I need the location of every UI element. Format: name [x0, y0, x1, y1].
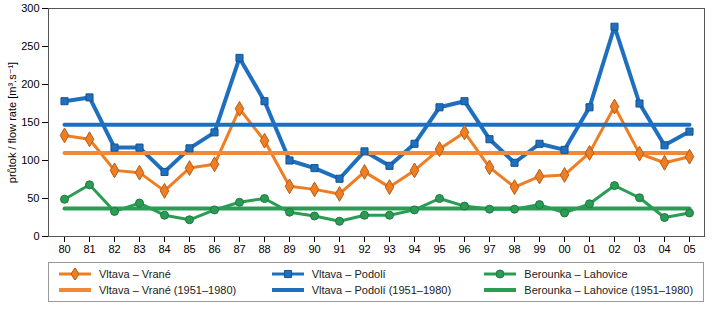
svg-text:80: 80 [58, 243, 70, 255]
svg-text:0: 0 [33, 230, 39, 242]
svg-text:83: 83 [133, 243, 145, 255]
html-text:Berounka – Lahovice: Berounka – Lahovice [524, 268, 628, 280]
html-text:Berounka – Lahovice (1951–1980: Berounka – Lahovice (1951–1980) [524, 284, 694, 296]
svg-text:04: 04 [658, 243, 670, 255]
svg-text:průtok / flow rate [m³.s⁻¹]: průtok / flow rate [m³.s⁻¹] [6, 62, 18, 183]
svg-text:50: 50 [27, 192, 39, 204]
svg-text:93: 93 [383, 243, 395, 255]
svg-text:95: 95 [433, 243, 445, 255]
html-text:Vltava – Podolí (1951–1980): Vltava – Podolí (1951–1980) [311, 284, 452, 296]
svg-text:03: 03 [633, 243, 645, 255]
svg-text:100: 100 [21, 154, 39, 166]
svg-text:150: 150 [21, 116, 39, 128]
svg-text:250: 250 [21, 40, 39, 52]
svg-text:84: 84 [158, 243, 170, 255]
svg-text:00: 00 [558, 243, 570, 255]
svg-text:82: 82 [108, 243, 120, 255]
html-text:Vltava – Vrané: Vltava – Vrané [99, 268, 171, 280]
svg-text:88: 88 [258, 243, 270, 255]
svg-text:300: 300 [21, 2, 39, 14]
svg-text:92: 92 [358, 243, 370, 255]
svg-text:90: 90 [308, 243, 320, 255]
svg-text:85: 85 [183, 243, 195, 255]
svg-text:05: 05 [683, 243, 695, 255]
svg-text:87: 87 [233, 243, 245, 255]
svg-text:86: 86 [208, 243, 220, 255]
svg-text:81: 81 [83, 243, 95, 255]
svg-text:99: 99 [533, 243, 545, 255]
svg-text:200: 200 [21, 78, 39, 90]
svg-text:94: 94 [408, 243, 420, 255]
svg-text:01: 01 [583, 243, 595, 255]
svg-text:98: 98 [508, 243, 520, 255]
svg-text:91: 91 [333, 243, 345, 255]
html-text:Vltava – Vrané (1951–1980): Vltava – Vrané (1951–1980) [99, 284, 237, 296]
svg-text:96: 96 [458, 243, 470, 255]
html-text:Vltava – Podolí: Vltava – Podolí [311, 268, 386, 280]
svg-text:89: 89 [283, 243, 295, 255]
svg-text:97: 97 [483, 243, 495, 255]
svg-text:02: 02 [608, 243, 620, 255]
